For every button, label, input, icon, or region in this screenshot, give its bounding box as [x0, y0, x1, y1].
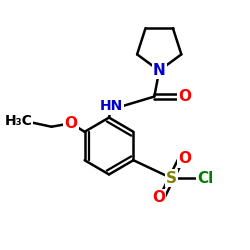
Text: H₃C: H₃C — [4, 114, 32, 128]
Text: Cl: Cl — [198, 171, 214, 186]
Text: HN: HN — [100, 100, 123, 114]
Text: O: O — [178, 151, 191, 166]
Text: O: O — [178, 89, 191, 104]
Text: O: O — [152, 190, 165, 205]
Text: N: N — [153, 63, 166, 78]
Text: O: O — [64, 116, 78, 131]
Text: S: S — [166, 171, 177, 186]
